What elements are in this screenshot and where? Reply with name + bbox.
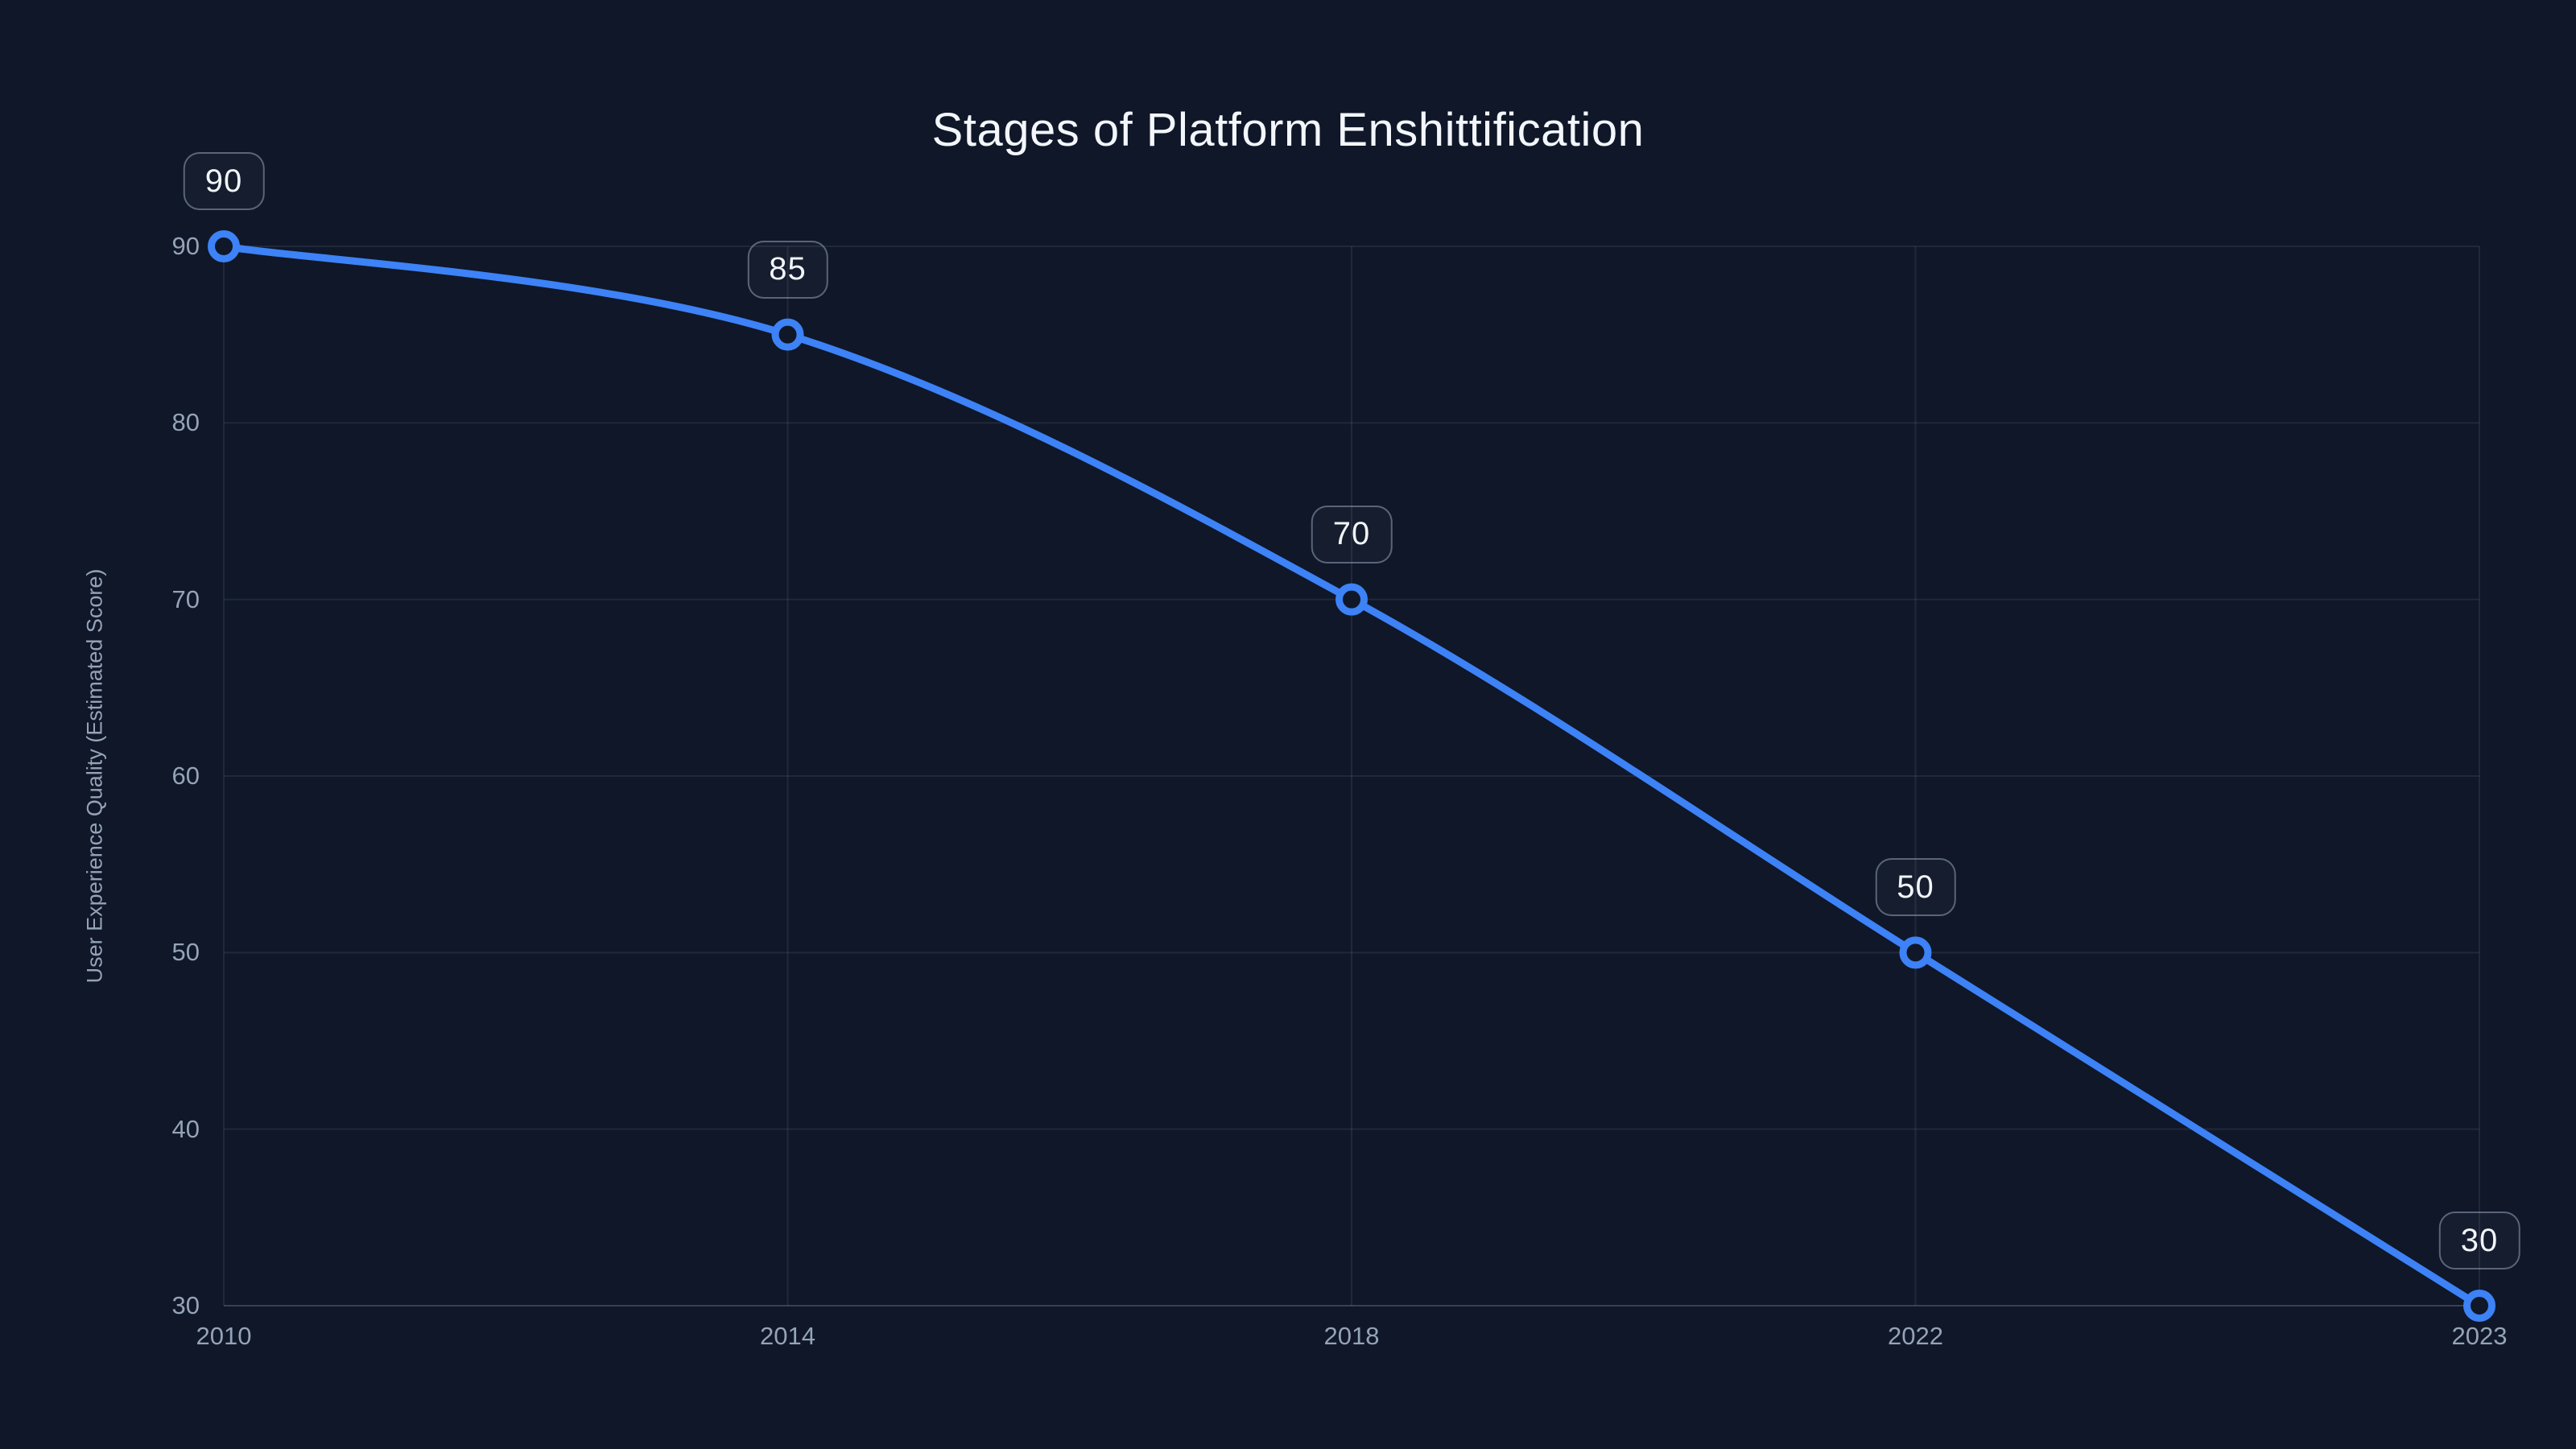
data-point-marker — [1335, 583, 1368, 616]
point-value-badge: 30 — [2438, 1212, 2520, 1269]
x-tick-label: 2022 — [1888, 1322, 1943, 1350]
point-value-badge: 85 — [747, 240, 828, 299]
point-value-badge: 70 — [1311, 505, 1393, 564]
chart-title: Stages of Platform Enshittification — [931, 104, 1645, 156]
x-tick-label: 2010 — [196, 1322, 252, 1350]
y-tick-label: 30 — [171, 1291, 200, 1319]
point-value-badge: 50 — [1875, 858, 1956, 917]
data-point-marker — [208, 230, 240, 262]
point-value-badge: 90 — [183, 152, 265, 210]
data-point-marker — [1899, 936, 1932, 969]
data-point-marker — [771, 318, 804, 351]
y-tick-label: 70 — [171, 584, 200, 613]
x-tick-label: 2023 — [2451, 1322, 2508, 1350]
y-tick-label: 80 — [171, 408, 200, 437]
y-tick-label: 40 — [171, 1114, 200, 1143]
y-tick-label: 90 — [171, 232, 200, 260]
y-tick-label: 50 — [171, 938, 200, 967]
x-tick-label: 2018 — [1323, 1322, 1380, 1350]
x-tick-label: 2014 — [760, 1322, 815, 1350]
y-tick-label: 60 — [171, 762, 200, 790]
data-point-marker — [2463, 1290, 2496, 1322]
